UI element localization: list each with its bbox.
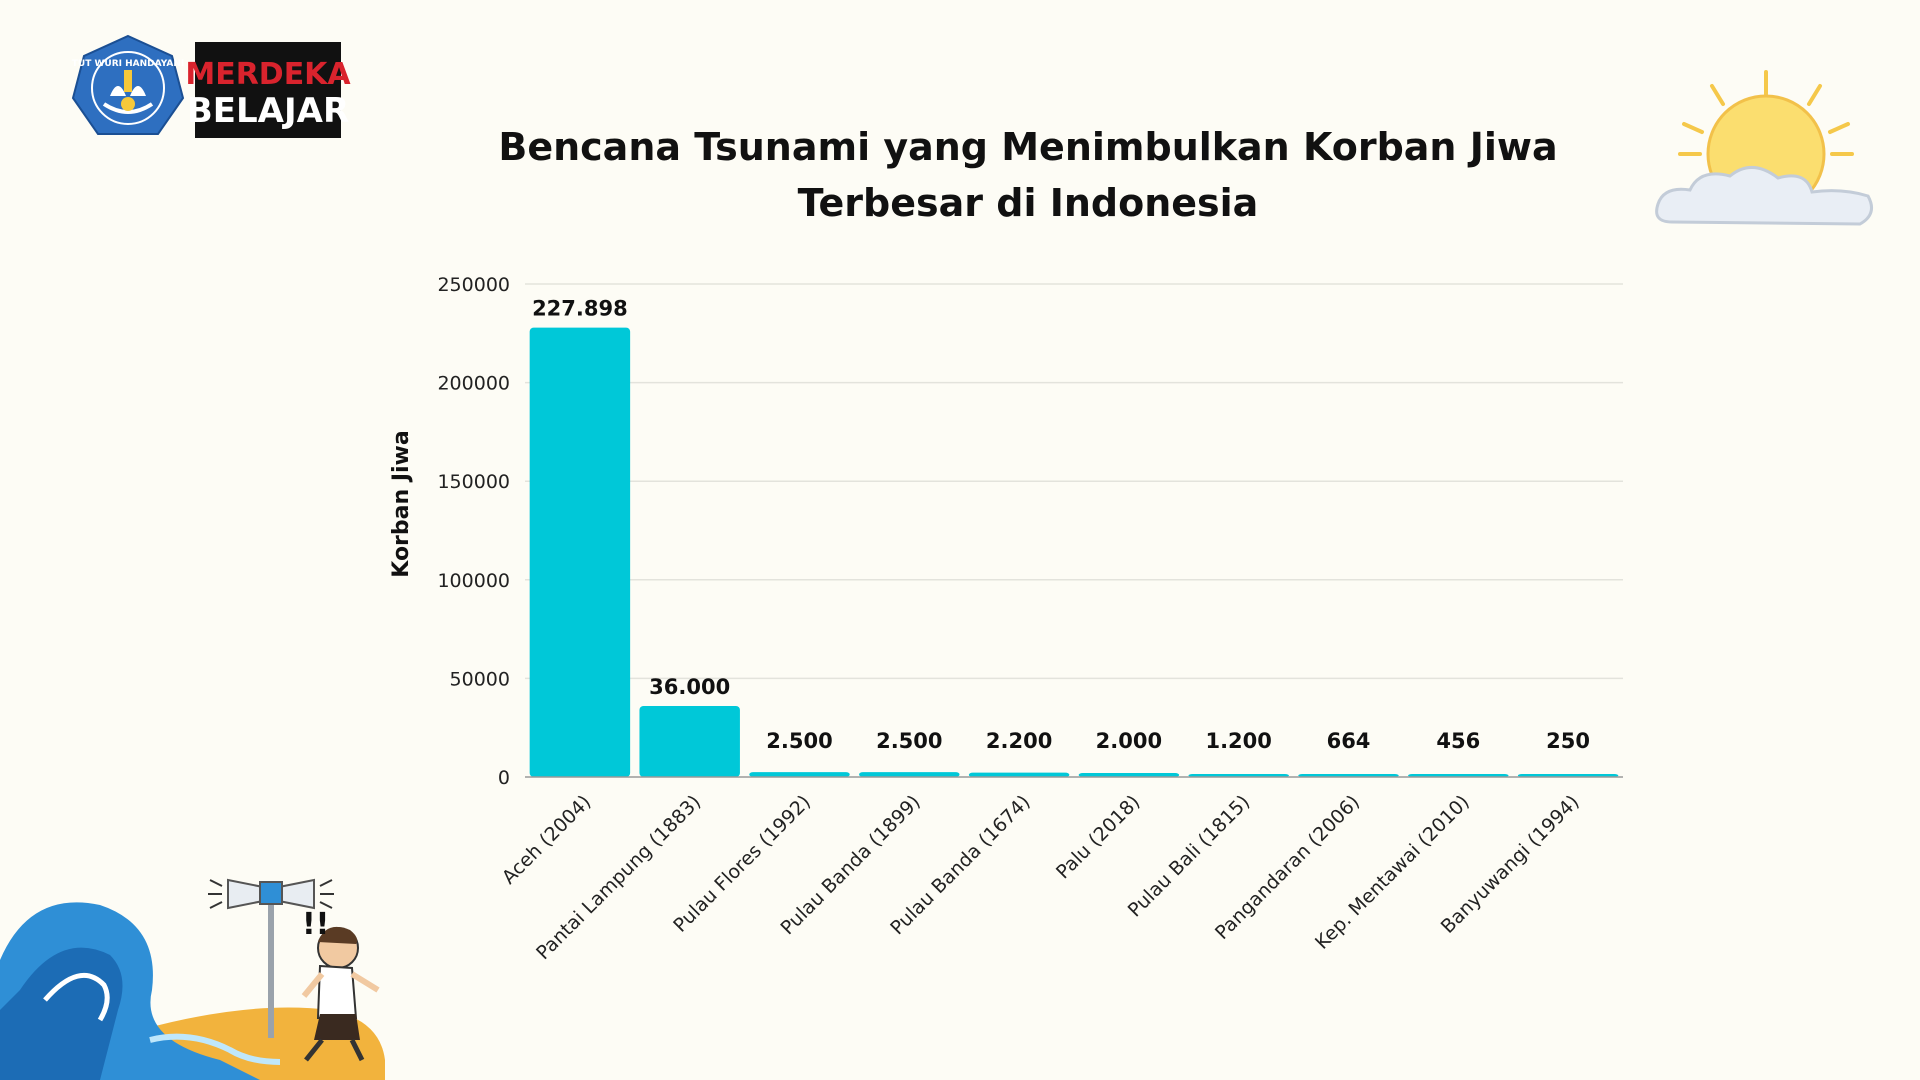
y-tick-label-4: 200000: [437, 373, 510, 395]
data-label-4: 2.200: [986, 729, 1052, 753]
tut-wuri-handayani-logo: TUT WURI HANDAYANI: [72, 34, 184, 135]
category-label-0: Aceh (2004): [498, 791, 596, 889]
y-tick-label-0: 0: [498, 767, 510, 789]
bar-5: [1078, 773, 1180, 777]
chart-title: Bencana Tsunami yang Menimbulkan Korban …: [498, 125, 1557, 225]
chart-gridlines: [525, 283, 1623, 680]
logo-ring-text: TUT WURI HANDAYANI: [72, 59, 184, 69]
tsunami-illustration: !!: [0, 878, 385, 1080]
bar-4: [968, 772, 1070, 777]
y-tick-label-3: 150000: [437, 471, 510, 493]
merdeka-text: MERDEKA: [185, 57, 351, 92]
y-tick-label-5: 250000: [437, 274, 510, 296]
wave: [0, 902, 281, 1080]
belajar-text: BELAJAR: [187, 91, 349, 131]
data-label-9: 250: [1546, 729, 1590, 753]
y-tick-label-2: 100000: [437, 570, 510, 592]
data-label-7: 664: [1327, 729, 1371, 753]
y-axis-title: Korban Jiwa: [389, 430, 414, 577]
bar-1: [639, 706, 740, 777]
category-label-5: Palu (2018): [1052, 791, 1144, 883]
data-label-0: 227.898: [532, 297, 628, 321]
svg-text:!!: !!: [302, 907, 329, 942]
chart-title-line-1: Bencana Tsunami yang Menimbulkan Korban …: [498, 125, 1557, 169]
y-tick-label-1: 50000: [450, 668, 510, 690]
sun-cloud-illustration: [1655, 70, 1874, 226]
chart-title-line-2: Terbesar di Indonesia: [798, 181, 1259, 225]
running-person-icon: !!: [301, 907, 380, 1062]
x-axis-category-labels: Aceh (2004)Pantai Lampung (1883)Pulau Fl…: [498, 791, 1584, 964]
cloud: [1655, 166, 1874, 226]
y-axis-tick-labels: 0 50000 100000 150000 200000 250000: [437, 274, 510, 789]
bar-2: [749, 772, 850, 777]
data-label-6: 1.200: [1205, 729, 1271, 753]
chart-bars: [529, 327, 1619, 777]
data-label-1: 36.000: [649, 675, 730, 699]
data-label-5: 2.000: [1096, 729, 1162, 753]
sun-rays: [1678, 70, 1854, 156]
data-label-2: 2.500: [766, 729, 832, 753]
category-label-6: Pulau Bali (1815): [1124, 791, 1255, 922]
bar-0: [529, 327, 631, 777]
siren-icon: [208, 878, 334, 1038]
merdeka-belajar-logo: MERDEKA BELAJAR: [185, 42, 351, 138]
chart-data-labels: 227.898 36.000 2.500 2.500 2.200 2.000 1.200 66…: [532, 297, 1590, 753]
bar-3: [859, 772, 960, 777]
data-label-8: 456: [1436, 729, 1480, 753]
data-label-3: 2.500: [876, 729, 942, 753]
